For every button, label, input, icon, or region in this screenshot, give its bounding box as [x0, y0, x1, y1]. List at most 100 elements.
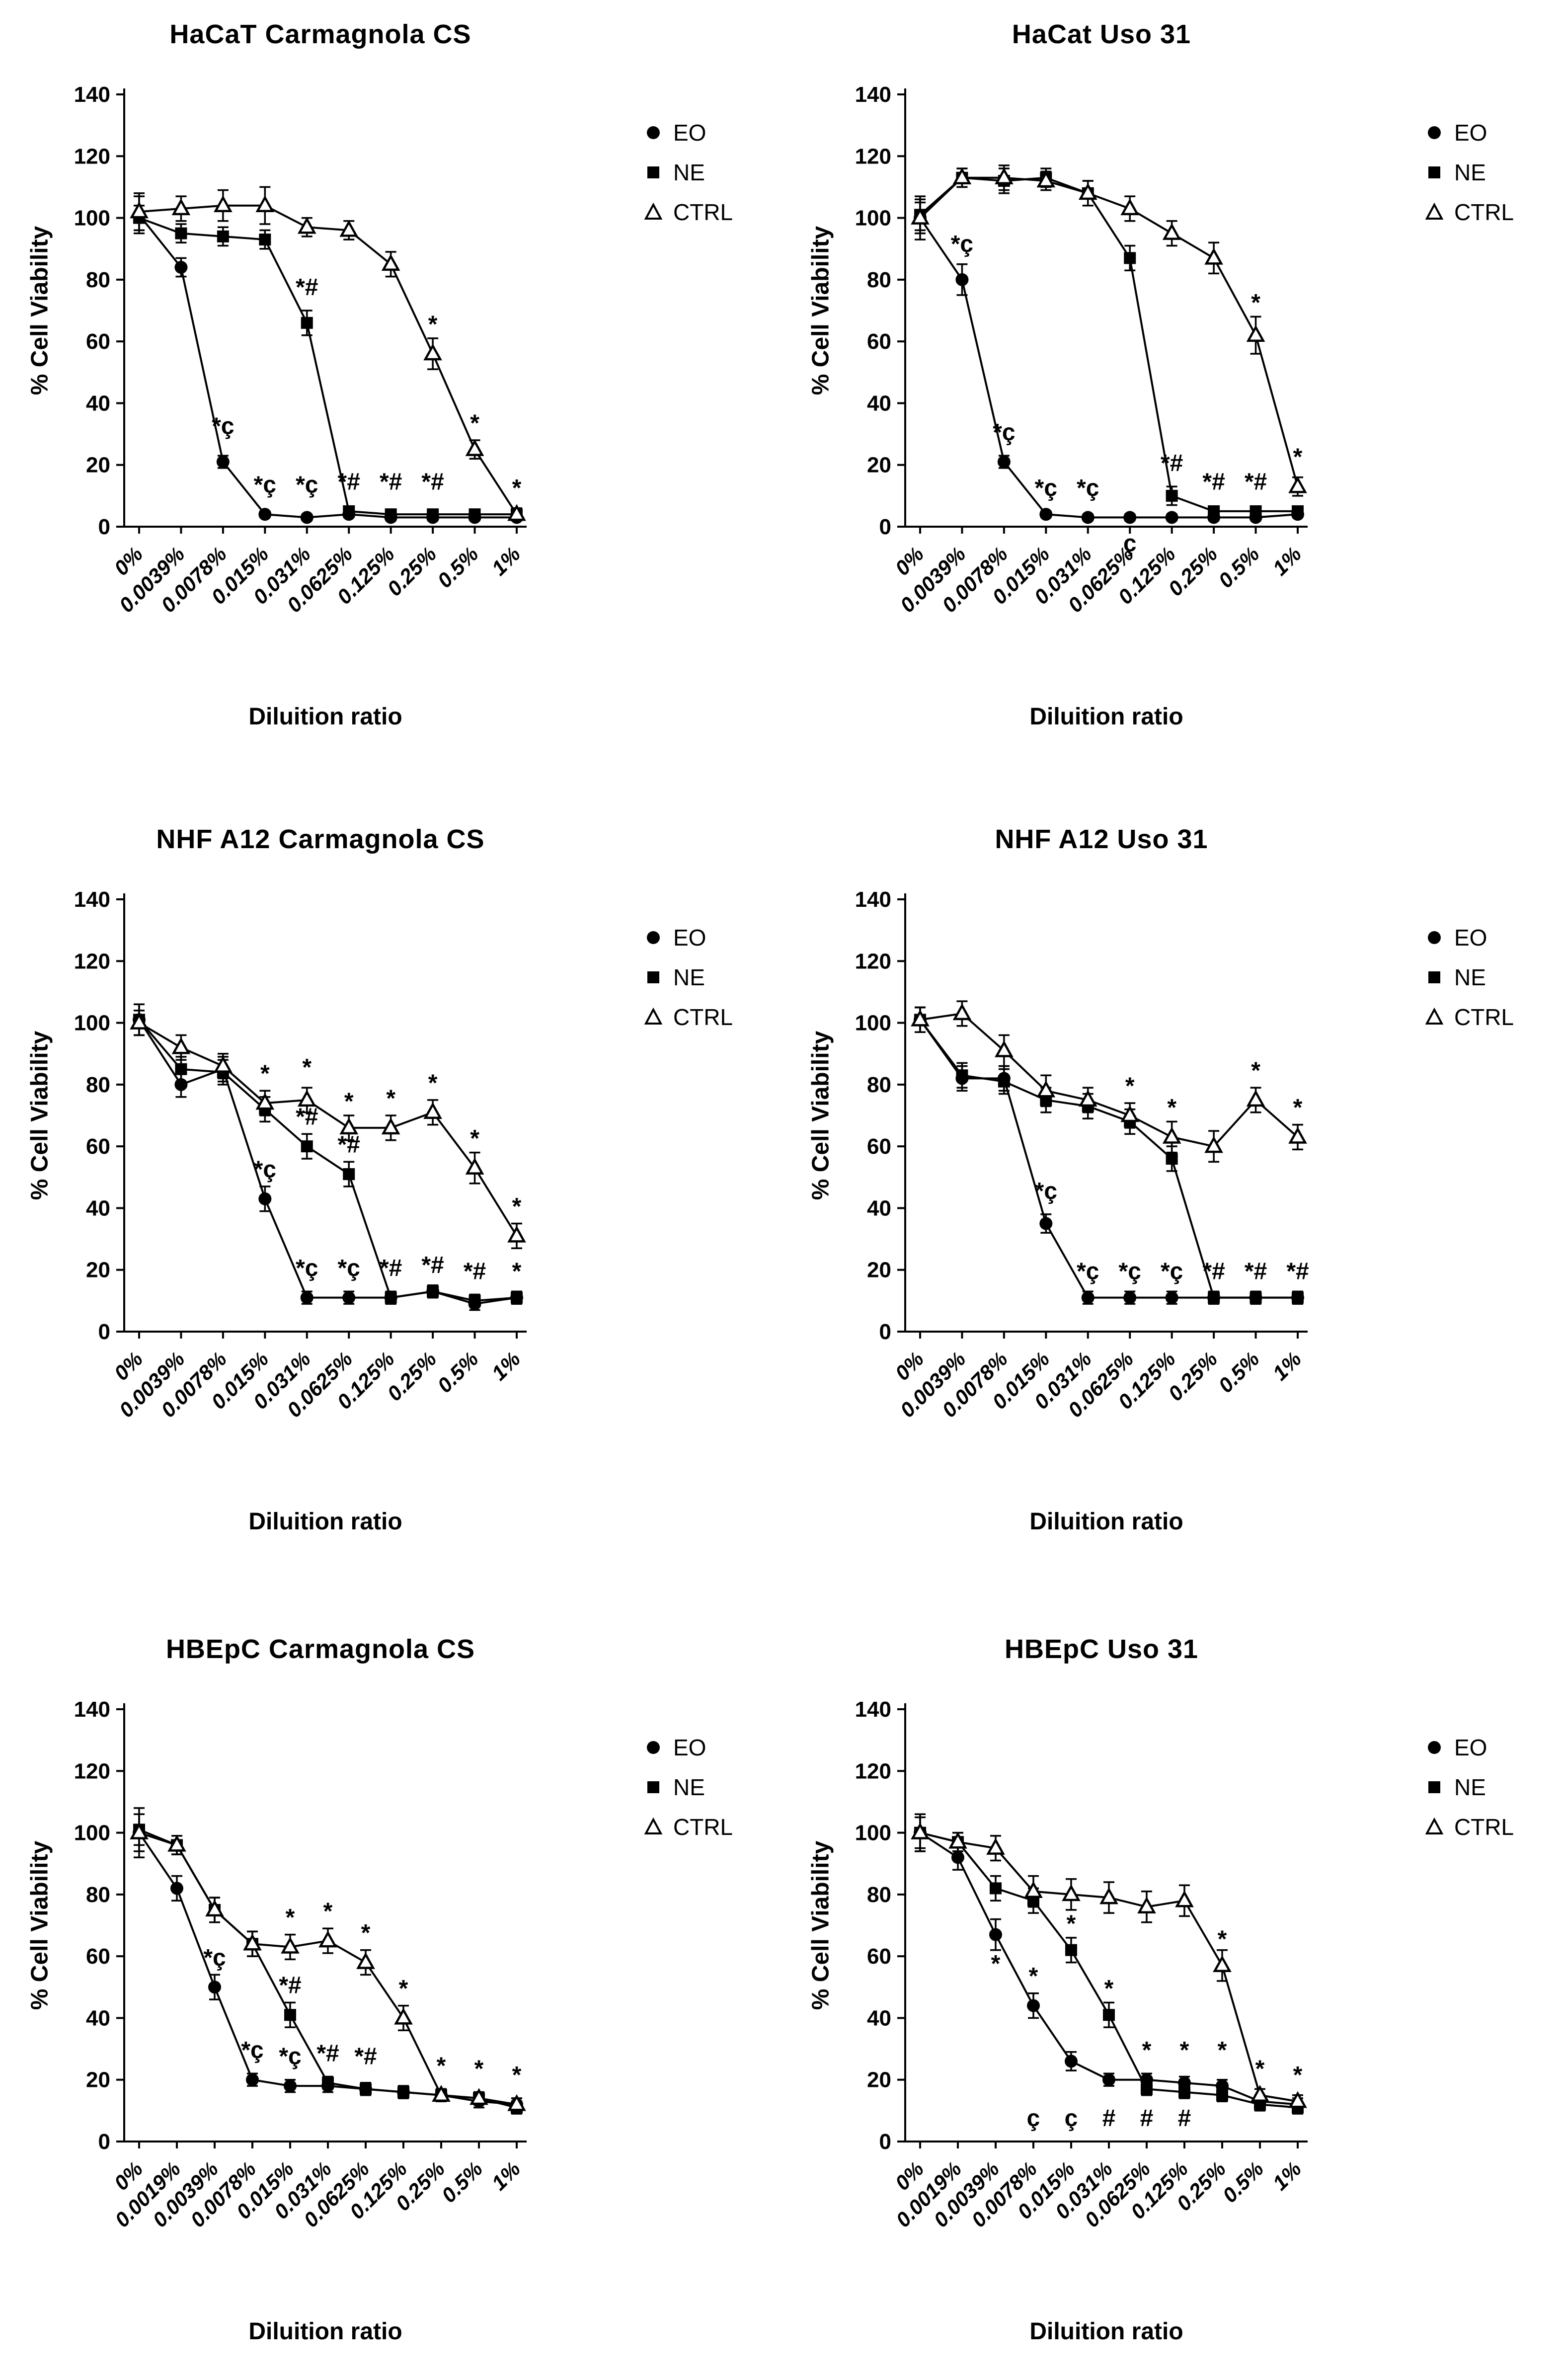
- svg-text:*#: *#: [279, 1973, 301, 1999]
- svg-text:*ç: *ç: [1035, 1178, 1057, 1204]
- chart-canvas: 0204060801001201400%0.0039%0.0078%0.015%…: [74, 82, 527, 617]
- svg-text:80: 80: [867, 1883, 891, 1907]
- legend: EO NE CTRL: [1424, 119, 1514, 226]
- open-triangle-icon: [644, 202, 663, 220]
- svg-text:0.25%: 0.25%: [383, 542, 441, 600]
- svg-text:*: *: [1125, 1073, 1135, 1100]
- svg-text:*#: *#: [1202, 469, 1225, 495]
- chart-canvas: 0204060801001201400%0.0039%0.0078%0.015%…: [855, 887, 1309, 1422]
- svg-text:120: 120: [74, 144, 110, 168]
- chart-canvas: 0204060801001201400%0.0019%0.0039%0.0078…: [855, 1697, 1308, 2232]
- svg-text:60: 60: [867, 1944, 891, 1969]
- svg-text:0.5%: 0.5%: [1218, 2157, 1268, 2207]
- svg-text:*: *: [437, 2053, 446, 2079]
- chart-canvas: 0204060801001201400%0.0019%0.0039%0.0078…: [74, 1697, 527, 2232]
- open-triangle-icon: [644, 1817, 663, 1834]
- svg-text:120: 120: [855, 949, 891, 973]
- svg-text:120: 120: [855, 1759, 891, 1783]
- svg-text:0.5%: 0.5%: [433, 542, 483, 592]
- svg-text:*#: *#: [380, 469, 402, 495]
- legend: EO NE CTRL: [1424, 924, 1514, 1031]
- svg-text:*: *: [386, 1085, 395, 1111]
- svg-text:*ç: *ç: [203, 1945, 226, 1971]
- svg-text:*: *: [470, 410, 479, 436]
- x-axis-label: Diluition ratio: [1029, 1508, 1183, 1535]
- svg-text:140: 140: [855, 82, 891, 107]
- filled-circle-icon: [1428, 931, 1441, 944]
- chart-panel-hbepc-uso31: 0 20 40 60 80 100 120 140 0% 0.0019% 0.0039% 0.0078…: [781, 1625, 1562, 2380]
- svg-text:*: *: [1251, 1057, 1260, 1084]
- legend-label-eo: EO: [673, 1735, 706, 1760]
- svg-text:100: 100: [74, 206, 110, 231]
- legend-label-eo: EO: [673, 120, 706, 146]
- svg-text:80: 80: [86, 1883, 110, 1907]
- svg-text:*: *: [1293, 2062, 1303, 2088]
- svg-text:*: *: [512, 475, 522, 501]
- legend-item-ctrl: CTRL: [1424, 1004, 1514, 1031]
- legend-item-ctrl: CTRL: [1424, 1814, 1514, 1840]
- svg-text:*: *: [1251, 290, 1260, 316]
- open-triangle-icon: [1425, 1817, 1444, 1834]
- legend-label-ne: NE: [1454, 964, 1486, 990]
- open-triangle-icon: [644, 1007, 663, 1025]
- svg-text:0: 0: [879, 515, 891, 539]
- svg-text:20: 20: [867, 453, 891, 477]
- legend-item-ne: NE: [643, 159, 733, 186]
- svg-text:0.25%: 0.25%: [1164, 1347, 1222, 1405]
- svg-text:0: 0: [98, 1320, 110, 1344]
- svg-text:*: *: [286, 1904, 295, 1931]
- filled-circle-icon: [647, 1741, 660, 1754]
- legend-item-ctrl: CTRL: [643, 1814, 733, 1840]
- legend-item-eo: EO: [643, 1734, 733, 1761]
- svg-text:*: *: [302, 1054, 312, 1081]
- legend-label-ne: NE: [673, 1774, 705, 1800]
- svg-text:*ç: *ç: [254, 1156, 276, 1183]
- svg-text:100: 100: [855, 1011, 891, 1035]
- svg-text:20: 20: [86, 1258, 110, 1282]
- svg-text:*: *: [991, 1951, 1001, 1977]
- svg-text:*#: *#: [1245, 469, 1267, 495]
- filled-square-icon: [1428, 166, 1440, 178]
- filled-circle-icon: [1428, 126, 1441, 139]
- y-axis-label: % Cell Viability: [26, 1840, 53, 2010]
- chart-canvas: 0204060801001201400%0.0039%0.0078%0.015%…: [855, 82, 1308, 617]
- chart-panel-hacat-uso31: 0 20 40 60 80 100 120 140 0% 0.0039% 0.0078% 0.015%…: [781, 10, 1562, 765]
- filled-circle-icon: [1428, 1741, 1441, 1754]
- legend-item-eo: EO: [643, 924, 733, 951]
- svg-text:*#: *#: [1286, 1258, 1309, 1284]
- legend-label-ctrl: CTRL: [1454, 1004, 1514, 1030]
- svg-text:*: *: [428, 312, 438, 338]
- chart-canvas: 0204060801001201400%0.0039%0.0078%0.015%…: [74, 887, 527, 1422]
- legend-label-ne: NE: [1454, 1774, 1486, 1800]
- svg-text:1%: 1%: [1268, 542, 1306, 580]
- legend-label-ctrl: CTRL: [673, 199, 733, 225]
- filled-square-icon: [647, 971, 659, 983]
- svg-text:60: 60: [86, 329, 110, 354]
- svg-text:20: 20: [867, 2068, 891, 2092]
- svg-text:140: 140: [74, 1697, 110, 1722]
- svg-text:140: 140: [74, 82, 110, 107]
- svg-text:*#: *#: [464, 1258, 486, 1284]
- svg-text:40: 40: [867, 1196, 891, 1220]
- svg-text:100: 100: [74, 1011, 110, 1035]
- svg-text:*ç: *ç: [279, 2044, 301, 2070]
- legend-item-eo: EO: [1424, 119, 1514, 146]
- svg-text:ç: ç: [1027, 2105, 1040, 2132]
- svg-text:*: *: [474, 2056, 484, 2082]
- svg-text:0.25%: 0.25%: [1164, 542, 1222, 600]
- svg-text:0.5%: 0.5%: [437, 2157, 487, 2207]
- svg-text:*ç: *ç: [338, 1255, 360, 1281]
- svg-text:ç: ç: [1123, 531, 1137, 557]
- legend-label-ctrl: CTRL: [673, 1004, 733, 1030]
- x-axis-label: Diluition ratio: [248, 704, 402, 730]
- svg-text:140: 140: [855, 887, 891, 912]
- legend-label-eo: EO: [1454, 925, 1487, 951]
- svg-text:*ç: *ç: [951, 231, 973, 257]
- legend-item-ne: NE: [1424, 964, 1514, 991]
- filled-square-icon: [1428, 1781, 1440, 1793]
- y-axis-label: % Cell Viability: [26, 1031, 53, 1200]
- svg-text:60: 60: [867, 329, 891, 354]
- svg-text:20: 20: [86, 453, 110, 477]
- svg-text:40: 40: [867, 391, 891, 415]
- svg-text:*#: *#: [354, 2044, 377, 2070]
